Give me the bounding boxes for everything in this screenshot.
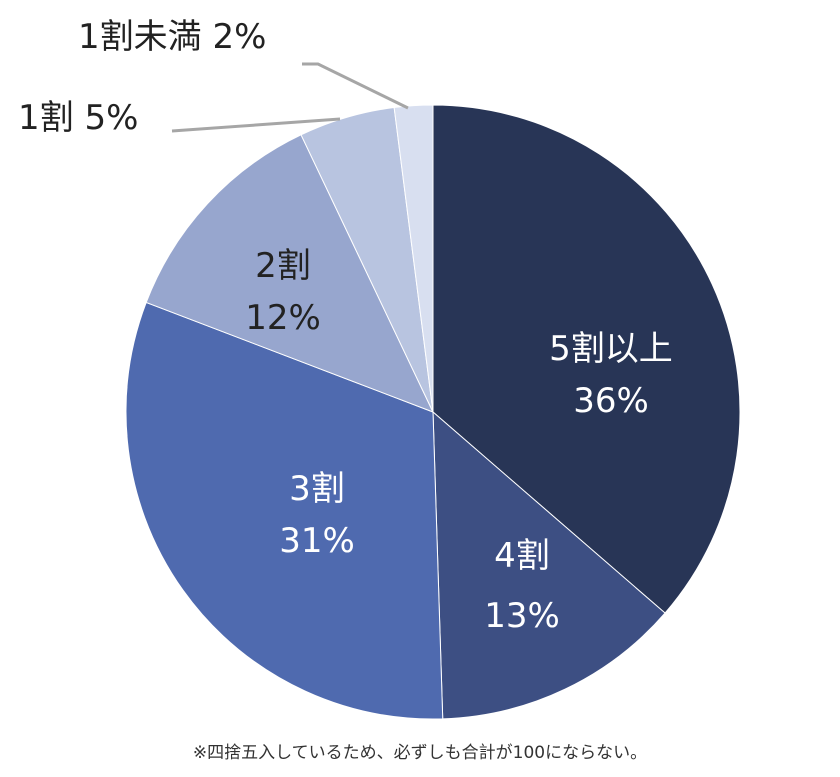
slice-label-4wari: 4割 13%	[484, 526, 560, 646]
slice-5wari-ijou	[432, 104, 741, 614]
leader-line-1wari	[171, 117, 341, 133]
slice-percent: 31%	[279, 521, 355, 561]
slice-percent: 13%	[484, 596, 560, 636]
slice-category: 3割	[289, 469, 345, 509]
slice-percent: 36%	[573, 381, 649, 421]
slice-label-3wari: 3割 31%	[279, 463, 355, 567]
leader-lines	[171, 62, 409, 133]
slice-percent: 12%	[245, 298, 321, 338]
footnote: ※四捨五入しているため、必ずしも合計が100にならない。	[192, 743, 648, 763]
slice-4wari	[432, 410, 666, 720]
slice-category: 5割以上	[549, 329, 673, 369]
slice-2wari	[145, 134, 434, 413]
slice-1wari-miman	[393, 104, 434, 413]
slice-label-2wari: 2割 12%	[245, 240, 321, 344]
slice-category: 4割	[494, 536, 550, 576]
slice-label-5wari-ijou: 5割以上 36%	[549, 323, 673, 427]
slice-3wari	[125, 301, 444, 720]
leader-line-1wari-miman	[302, 62, 409, 110]
slice-category: 2割	[255, 246, 311, 286]
pie-slices	[125, 104, 741, 720]
slice-label-1wari-miman: 1割未満 2%	[78, 17, 267, 57]
slice-label-1wari: 1割 5%	[18, 98, 139, 138]
